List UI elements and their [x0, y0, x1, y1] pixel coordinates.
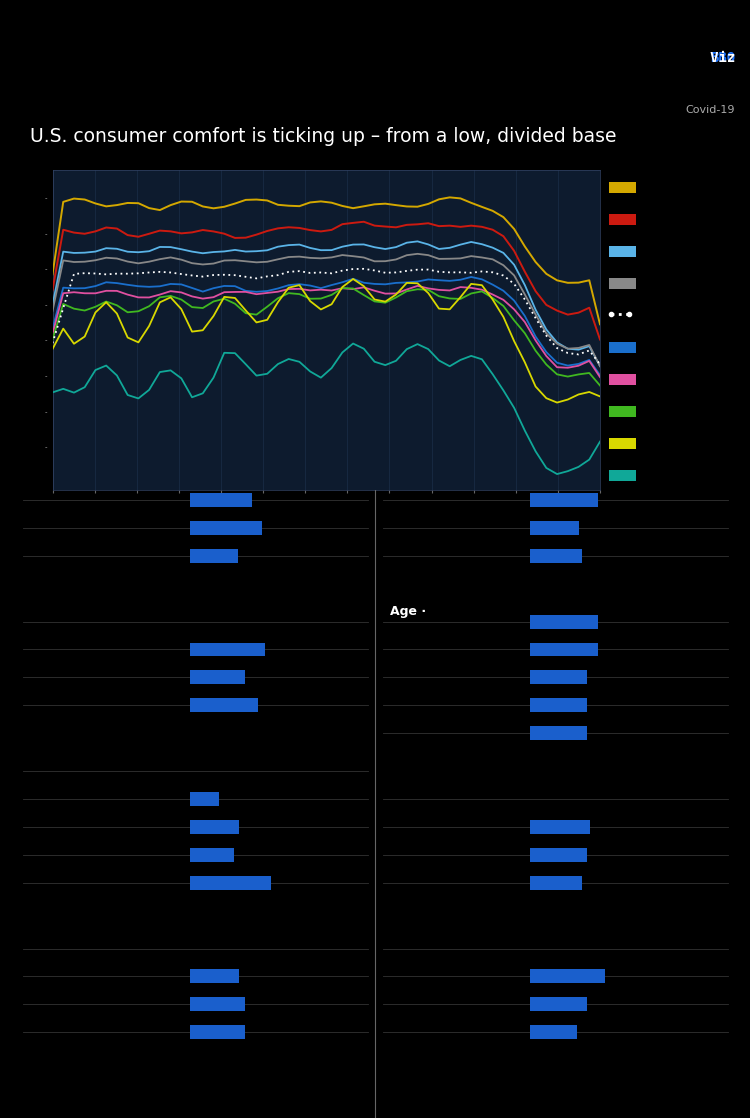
Bar — [530, 727, 587, 740]
Bar — [530, 997, 587, 1012]
Bar — [530, 615, 598, 628]
Bar — [530, 1025, 577, 1040]
Bar — [190, 549, 238, 562]
Bar — [190, 1025, 244, 1040]
Text: Age ·: Age · — [390, 605, 426, 618]
Bar — [190, 997, 244, 1012]
Bar — [190, 875, 271, 890]
Bar — [609, 182, 636, 193]
Bar — [530, 969, 605, 984]
Bar — [530, 671, 587, 684]
Text: BBO: BBO — [710, 51, 735, 65]
Bar — [530, 847, 587, 862]
Bar — [190, 969, 239, 984]
Bar — [609, 406, 636, 417]
Bar — [530, 875, 582, 890]
Bar — [530, 493, 598, 506]
Text: -: - — [45, 444, 47, 451]
Bar — [609, 246, 636, 257]
Text: -: - — [45, 373, 47, 379]
Text: -: - — [45, 302, 47, 309]
Text: -: - — [45, 196, 47, 201]
Bar — [530, 549, 582, 562]
Bar — [609, 438, 636, 449]
Bar — [530, 819, 590, 834]
Bar — [190, 671, 244, 684]
Bar — [530, 643, 598, 656]
Bar — [609, 278, 636, 290]
Bar — [190, 819, 239, 834]
Bar — [609, 214, 636, 225]
Bar — [190, 847, 234, 862]
Text: Viz: Viz — [685, 51, 735, 65]
Bar — [530, 699, 587, 712]
Bar — [190, 643, 266, 656]
Text: -: - — [45, 409, 47, 415]
Text: -: - — [45, 266, 47, 273]
Text: -: - — [45, 338, 47, 343]
Text: U.S. consumer comfort is ticking up – from a low, divided base: U.S. consumer comfort is ticking up – fr… — [30, 127, 616, 146]
Bar — [609, 470, 636, 481]
Bar — [190, 521, 262, 534]
Bar — [609, 342, 636, 353]
Bar — [190, 493, 253, 506]
Bar — [190, 792, 218, 806]
Text: Covid-19: Covid-19 — [686, 105, 735, 115]
Bar — [609, 373, 636, 385]
Bar — [190, 699, 257, 712]
Text: -: - — [45, 231, 47, 237]
Bar — [530, 521, 580, 534]
